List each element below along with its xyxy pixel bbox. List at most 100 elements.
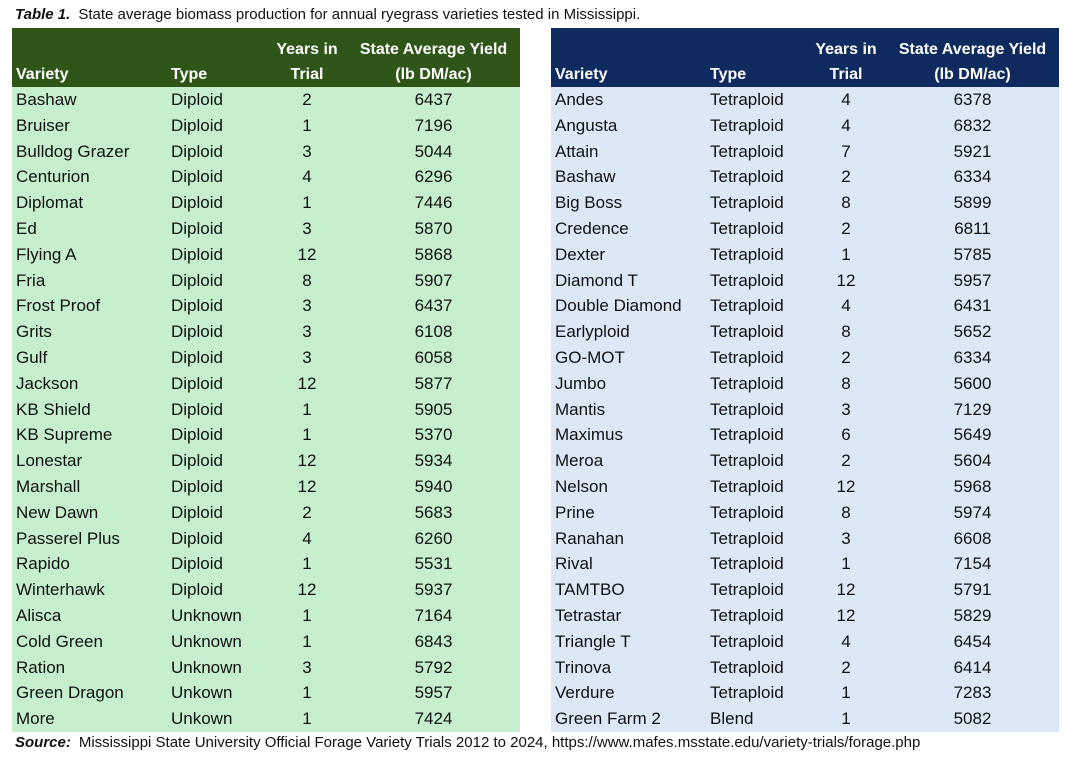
years-cell: 12 [806, 602, 886, 629]
type-cell: Unknown [167, 628, 267, 655]
years-cell: 12 [806, 577, 886, 603]
type-header: Type [706, 28, 806, 87]
variety-cell: Bulldog Grazer [12, 138, 167, 165]
variety-cell: Bashaw [12, 87, 167, 113]
years-cell: 2 [806, 448, 886, 474]
years-cell: 2 [267, 499, 347, 526]
source-note: Source: Mississippi State University Offi… [15, 734, 920, 751]
yield-cell: 5791 [886, 577, 1059, 603]
years-cell: 6 [806, 422, 886, 449]
type-cell: Diploid [167, 87, 267, 113]
type-cell: Tetraploid [706, 551, 806, 578]
years-cell: 1 [267, 680, 347, 707]
years-cell: 1 [267, 628, 347, 655]
type-cell: Diploid [167, 344, 267, 371]
years-cell: 12 [267, 370, 347, 397]
yield-cell: 5649 [886, 422, 1059, 449]
table-row: Cold Green Unknown 1 6843 [12, 628, 520, 655]
type-cell: Tetraploid [706, 628, 806, 655]
yield-cell: 6811 [886, 215, 1059, 242]
yield-cell: 6058 [347, 344, 520, 371]
years-cell: 4 [267, 164, 347, 191]
table-row: Bashaw Tetraploid 2 6334 [551, 164, 1059, 191]
years-cell: 4 [806, 87, 886, 113]
yield-cell: 5877 [347, 370, 520, 397]
caption-text: State average biomass production for ann… [78, 6, 641, 23]
table-row: Winterhawk Diploid 12 5937 [12, 577, 520, 603]
variety-cell: Rival [551, 551, 706, 578]
yield-cell: 6260 [347, 525, 520, 552]
table-row: Green Dragon Unkown 1 5957 [12, 680, 520, 707]
table-row: Trinova Tetraploid 2 6414 [551, 654, 1059, 681]
variety-cell: Prine [551, 499, 706, 526]
table-row: Nelson Tetraploid 12 5968 [551, 473, 1059, 500]
type-cell: Diploid [167, 551, 267, 578]
years-cell: 1 [267, 602, 347, 629]
variety-cell: Big Boss [551, 190, 706, 216]
table-row: More Unkown 1 7424 [12, 706, 520, 732]
type-cell: Diploid [167, 319, 267, 345]
type-cell: Tetraploid [706, 190, 806, 216]
table-row: Ed Diploid 3 5870 [12, 215, 520, 242]
variety-cell: Passerel Plus [12, 525, 167, 552]
table-row: Fria Diploid 8 5907 [12, 267, 520, 294]
table-row: Rival Tetraploid 1 7154 [551, 551, 1059, 578]
years-cell: 3 [267, 215, 347, 242]
table-row: Attain Tetraploid 7 5921 [551, 138, 1059, 165]
table-row: Andes Tetraploid 4 6378 [551, 87, 1059, 113]
variety-cell: Rapido [12, 551, 167, 578]
years-cell: 1 [806, 680, 886, 707]
table-row: Rapido Diploid 1 5531 [12, 551, 520, 578]
variety-cell: Jackson [12, 370, 167, 397]
years-cell: 8 [806, 319, 886, 345]
type-cell: Unknown [167, 654, 267, 681]
years-cell: 3 [806, 396, 886, 423]
yield-cell: 5829 [886, 602, 1059, 629]
variety-cell: Ranahan [551, 525, 706, 552]
type-cell: Tetraploid [706, 164, 806, 191]
yield-cell: 5600 [886, 370, 1059, 397]
years-cell: 2 [806, 344, 886, 371]
table-row: Jackson Diploid 12 5877 [12, 370, 520, 397]
yield-cell: 6608 [886, 525, 1059, 552]
years-cell: 4 [806, 628, 886, 655]
table-row: Alisca Unknown 1 7164 [12, 602, 520, 629]
variety-cell: Angusta [551, 112, 706, 139]
type-cell: Unkown [167, 706, 267, 732]
table-row: Ration Unknown 3 5792 [12, 654, 520, 681]
table-caption: Table 1. State average biomass production… [15, 6, 640, 23]
type-cell: Tetraploid [706, 448, 806, 474]
table-row: Earlyploid Tetraploid 8 5652 [551, 319, 1059, 345]
years-cell: 12 [806, 267, 886, 294]
table-row: Mantis Tetraploid 3 7129 [551, 396, 1059, 423]
table-row: Meroa Tetraploid 2 5604 [551, 448, 1059, 474]
table-header-row: Variety Type Years in Trial State Average… [12, 28, 520, 87]
variety-cell: Verdure [551, 680, 706, 707]
yield-cell: 5870 [347, 215, 520, 242]
table-row: Double Diamond Tetraploid 4 6431 [551, 293, 1059, 320]
years-cell: 3 [267, 319, 347, 345]
years-header: Years in Trial [806, 28, 886, 87]
type-cell: Diploid [167, 241, 267, 268]
type-cell: Tetraploid [706, 473, 806, 500]
variety-cell: Marshall [12, 473, 167, 500]
variety-cell: Cold Green [12, 628, 167, 655]
variety-header: Variety [551, 28, 706, 87]
years-cell: 8 [806, 499, 886, 526]
type-cell: Tetraploid [706, 293, 806, 320]
table-row: New Dawn Diploid 2 5683 [12, 499, 520, 526]
variety-cell: Grits [12, 319, 167, 345]
years-cell: 2 [806, 215, 886, 242]
type-cell: Diploid [167, 215, 267, 242]
variety-cell: Earlyploid [551, 319, 706, 345]
yield-cell: 5921 [886, 138, 1059, 165]
variety-cell: Diamond T [551, 267, 706, 294]
variety-cell: TAMTBO [551, 577, 706, 603]
yield-cell: 5907 [347, 267, 520, 294]
table-row: Green Farm 2 Blend 1 5082 [551, 706, 1059, 732]
table-row: GO-MOT Tetraploid 2 6334 [551, 344, 1059, 371]
yield-cell: 5652 [886, 319, 1059, 345]
table-row: Tetrastar Tetraploid 12 5829 [551, 602, 1059, 629]
variety-cell: Winterhawk [12, 577, 167, 603]
yield-cell: 7154 [886, 551, 1059, 578]
